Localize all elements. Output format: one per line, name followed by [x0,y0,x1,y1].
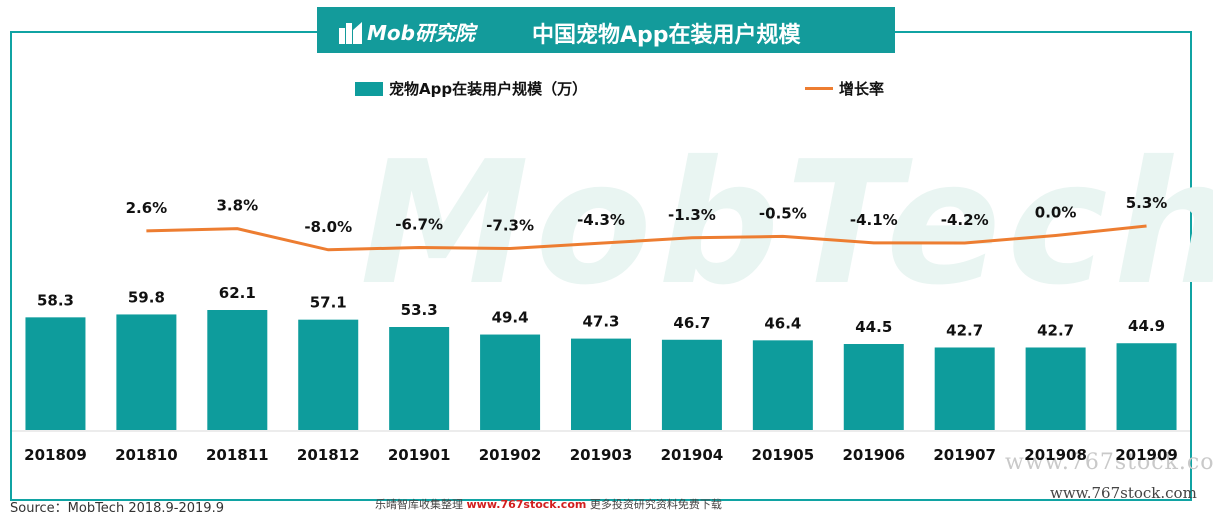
x-tick-label: 201902 [479,446,542,464]
bar-201908 [1025,347,1086,430]
x-tick-label: 201907 [933,446,996,464]
title-banner: Mob研究院 中国宠物App在装用户规模 [317,7,895,53]
growth-rate-label: 2.6% [126,199,168,217]
bar-201906 [843,344,904,430]
legend-bar-swatch [355,81,383,96]
growth-rate-label: 3.8% [217,197,259,215]
x-tick-label: 201809 [24,446,87,464]
bar-value-label: 53.3 [401,301,438,319]
bar-value-label: 58.3 [37,291,74,309]
building-icon [339,21,362,44]
legend-line-swatch [805,87,833,90]
bar-201902 [480,334,541,430]
bar-value-label: 59.8 [128,288,165,306]
growth-rate-label: -8.0% [304,218,352,236]
growth-rate-label: -7.3% [486,217,534,235]
growth-rate-label: -1.3% [668,206,716,224]
bar-201809 [25,317,86,430]
bar-201901 [389,327,450,430]
x-tick-label: 201906 [842,446,905,464]
growth-rate-label: -0.5% [759,204,807,222]
bar-201907 [934,347,995,430]
logo-text: Mob研究院 [367,21,475,45]
x-tick-label: 201904 [661,446,724,464]
x-tick-label: 201909 [1115,446,1178,464]
brand-watermark: MobTech [360,125,1213,323]
legend-bar-label: 宠物App在装用户规模（万） [389,80,588,98]
bar-201812 [298,319,359,430]
growth-rate-label: -4.3% [577,211,625,229]
bar-201905 [752,340,813,430]
legend-line-label: 增长率 [839,80,885,98]
chart-title: 中国宠物App在装用户规模 [532,23,801,48]
bar-value-label: 42.7 [946,321,983,339]
x-tick-label: 201908 [1024,446,1087,464]
bar-value-label: 57.1 [310,294,347,312]
bar-201904 [661,339,722,430]
bar-value-label: 47.3 [582,313,619,331]
site-watermark: www.767stock.com [1005,450,1213,475]
x-tick-label: 201901 [388,446,451,464]
bar-value-label: 42.7 [1037,321,1074,339]
bar-value-label: 46.4 [764,314,801,332]
bar-value-label: 62.1 [219,284,256,302]
legend-bar: 宠物App在装用户规模（万） [355,78,587,99]
x-tick-label: 201905 [752,446,815,464]
bar-value-label: 46.7 [673,314,710,332]
bar-201903 [571,338,631,430]
growth-rate-label: 0.0% [1035,203,1077,221]
x-tick-label: 201810 [115,446,178,464]
bar-value-label: 49.4 [492,309,529,327]
legend-line: 增长率 [805,78,884,99]
bar-value-label: 44.5 [855,318,892,336]
growth-rate-label: 5.3% [1126,194,1168,212]
growth-rate-label: -4.1% [850,211,898,229]
site-watermark-url: www.767stock.com [1050,484,1197,502]
bar-value-label: 44.9 [1128,317,1165,335]
bar-201909 [1116,343,1177,430]
bar-201810 [116,314,177,430]
bar-201811 [207,310,268,430]
x-tick-label: 201811 [206,446,269,464]
mob-logo: Mob研究院 [337,17,475,46]
x-tick-label: 201812 [297,446,360,464]
growth-rate-label: -6.7% [395,215,443,233]
growth-rate-label: -4.2% [941,211,989,229]
growth-rate-line [146,224,1147,252]
x-tick-label: 201903 [570,446,633,464]
